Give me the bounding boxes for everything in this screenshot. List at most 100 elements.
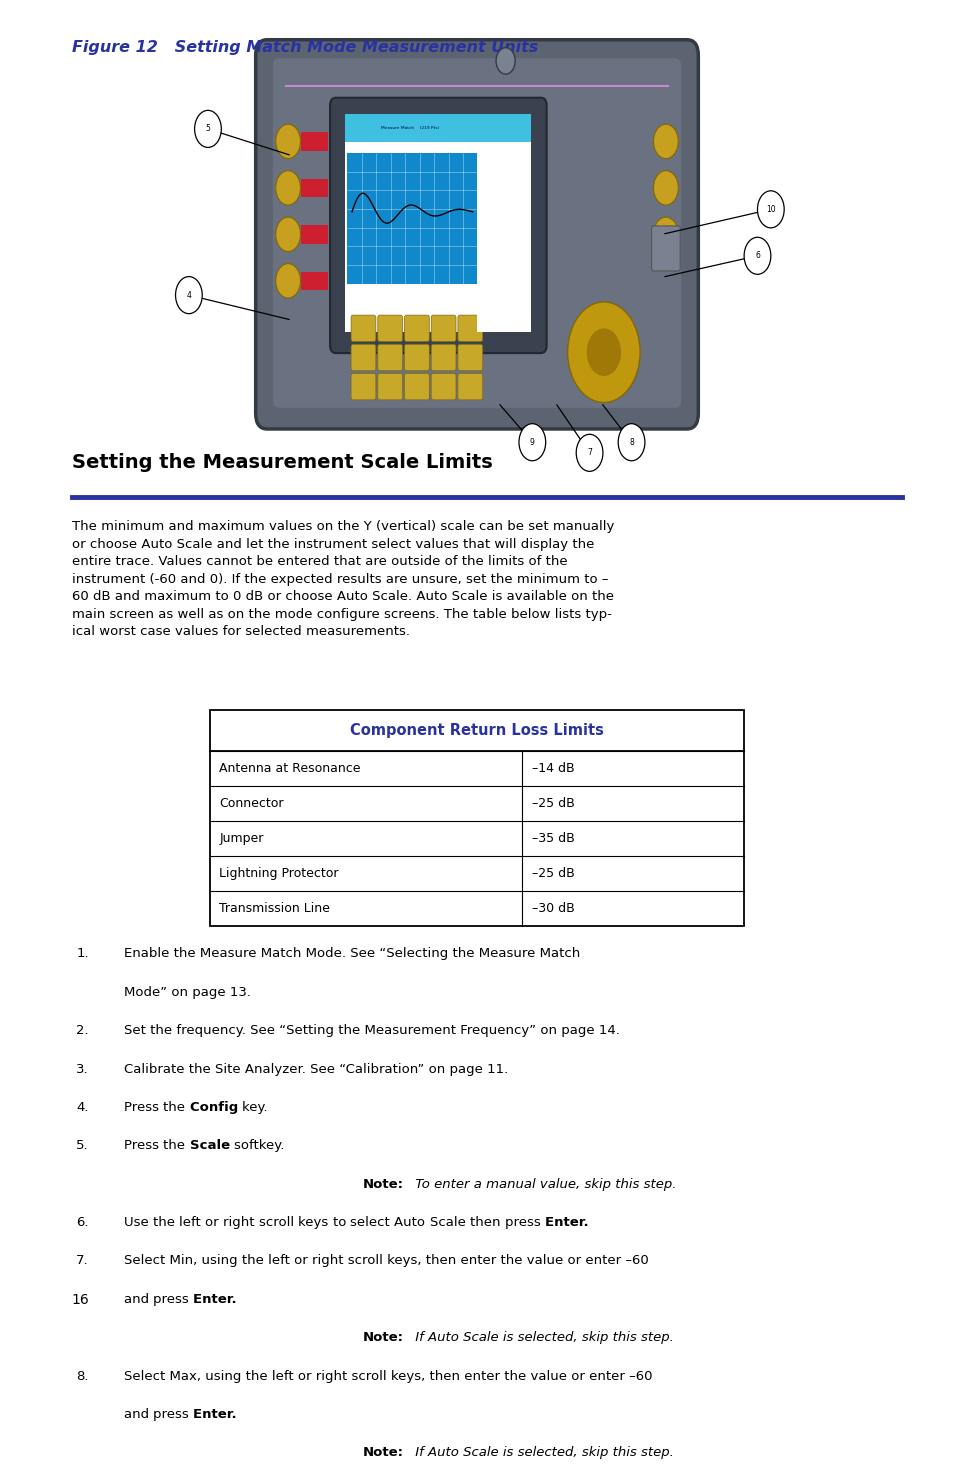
Bar — [210, 709, 743, 926]
Point — [738, 742, 749, 760]
Point — [517, 882, 528, 900]
FancyBboxPatch shape — [404, 316, 429, 342]
Text: to: to — [333, 1215, 350, 1229]
Text: Press: Press — [124, 1100, 163, 1114]
Point — [280, 77, 292, 94]
Point — [517, 742, 528, 760]
Circle shape — [275, 264, 300, 298]
Point — [517, 813, 528, 830]
Bar — [345, 153, 347, 283]
Text: Setting the Measurement Scale Limits: Setting the Measurement Scale Limits — [71, 453, 492, 472]
Text: 10: 10 — [765, 205, 775, 214]
Text: Measure Match    (219 Pts): Measure Match (219 Pts) — [381, 125, 439, 130]
Circle shape — [175, 277, 202, 314]
Text: –25 dB: –25 dB — [532, 867, 574, 881]
Circle shape — [653, 171, 678, 205]
Bar — [301, 178, 328, 198]
Text: 5.: 5. — [76, 1139, 89, 1152]
FancyBboxPatch shape — [431, 316, 456, 342]
Text: –25 dB: –25 dB — [532, 796, 574, 810]
Text: Set the frequency. See “Setting the Measurement Frequency” on page 14.: Set the frequency. See “Setting the Meas… — [124, 1024, 619, 1037]
Text: The minimum and maximum values on the Y (vertical) scale can be set manually
or : The minimum and maximum values on the Y … — [71, 521, 614, 639]
Text: Select Min, using the left or right scroll keys, then enter the value or enter –: Select Min, using the left or right scro… — [124, 1255, 648, 1267]
Text: If Auto Scale is selected, skip this step.: If Auto Scale is selected, skip this ste… — [411, 1447, 674, 1459]
Text: Enter.: Enter. — [544, 1215, 592, 1229]
Point — [517, 777, 528, 795]
Point — [738, 813, 749, 830]
Text: Note:: Note: — [362, 1177, 403, 1190]
Text: Config: Config — [190, 1100, 242, 1114]
FancyBboxPatch shape — [431, 344, 456, 370]
Point — [204, 847, 215, 864]
FancyBboxPatch shape — [457, 373, 482, 400]
Text: scroll: scroll — [258, 1215, 298, 1229]
Circle shape — [275, 217, 300, 252]
FancyBboxPatch shape — [377, 344, 402, 370]
Bar — [476, 142, 531, 332]
Text: then: then — [469, 1215, 504, 1229]
Text: 6: 6 — [754, 251, 760, 260]
Text: Lightning Protector: Lightning Protector — [219, 867, 338, 881]
Circle shape — [518, 423, 545, 460]
Text: Calibrate the Site Analyzer. See “Calibration” on page 11.: Calibrate the Site Analyzer. See “Calibr… — [124, 1062, 508, 1075]
FancyBboxPatch shape — [404, 373, 429, 400]
Text: Enter.: Enter. — [193, 1294, 241, 1305]
Text: and: and — [124, 1409, 153, 1420]
Text: Transmission Line: Transmission Line — [219, 903, 330, 914]
FancyBboxPatch shape — [377, 316, 402, 342]
Text: Connector: Connector — [219, 796, 284, 810]
Text: Enable the Measure Match Mode. See “Selecting the Measure Match: Enable the Measure Match Mode. See “Sele… — [124, 947, 579, 960]
Text: To enter a manual value, skip this step.: To enter a manual value, skip this step. — [411, 1177, 676, 1190]
Text: 1.: 1. — [76, 947, 89, 960]
Point — [738, 777, 749, 795]
Text: –14 dB: –14 dB — [532, 761, 574, 774]
Circle shape — [275, 171, 300, 205]
Circle shape — [653, 124, 678, 159]
FancyBboxPatch shape — [351, 316, 375, 342]
Text: 7.: 7. — [76, 1255, 89, 1267]
Circle shape — [757, 190, 783, 227]
Text: Note:: Note: — [362, 1447, 403, 1459]
Text: softkey.: softkey. — [234, 1139, 289, 1152]
Text: Antenna at Resonance: Antenna at Resonance — [219, 761, 360, 774]
Text: 16: 16 — [71, 1292, 90, 1307]
Point — [738, 882, 749, 900]
Text: the: the — [152, 1215, 179, 1229]
Point — [738, 742, 749, 760]
Circle shape — [653, 217, 678, 252]
Circle shape — [576, 434, 602, 472]
Bar — [301, 271, 328, 291]
Text: press: press — [153, 1294, 193, 1305]
Bar — [345, 114, 531, 142]
Text: 3.: 3. — [76, 1062, 89, 1075]
Circle shape — [275, 124, 300, 159]
Text: Select Max, using the left or right scroll keys, then enter the value or enter –: Select Max, using the left or right scro… — [124, 1370, 652, 1382]
Text: If Auto Scale is selected, skip this step.: If Auto Scale is selected, skip this ste… — [411, 1332, 674, 1344]
Text: select: select — [350, 1215, 394, 1229]
FancyBboxPatch shape — [457, 344, 482, 370]
Text: Enter.: Enter. — [193, 1409, 241, 1420]
Text: or: or — [205, 1215, 223, 1229]
Point — [204, 777, 215, 795]
FancyBboxPatch shape — [255, 40, 698, 429]
Point — [517, 813, 528, 830]
Text: right: right — [223, 1215, 258, 1229]
Circle shape — [618, 423, 644, 460]
Text: Scale: Scale — [429, 1215, 469, 1229]
Point — [204, 742, 215, 760]
FancyBboxPatch shape — [377, 373, 402, 400]
Point — [517, 882, 528, 900]
FancyBboxPatch shape — [330, 97, 546, 353]
Text: keys: keys — [298, 1215, 333, 1229]
Point — [204, 813, 215, 830]
Text: the: the — [163, 1139, 190, 1152]
FancyBboxPatch shape — [457, 316, 482, 342]
Text: press: press — [153, 1409, 193, 1420]
Point — [204, 882, 215, 900]
Text: Note:: Note: — [362, 1332, 403, 1344]
Text: Scale: Scale — [190, 1139, 234, 1152]
Text: –35 dB: –35 dB — [532, 832, 574, 845]
Text: 5: 5 — [205, 124, 211, 133]
Text: 4: 4 — [186, 291, 192, 299]
Text: 2.: 2. — [76, 1024, 89, 1037]
